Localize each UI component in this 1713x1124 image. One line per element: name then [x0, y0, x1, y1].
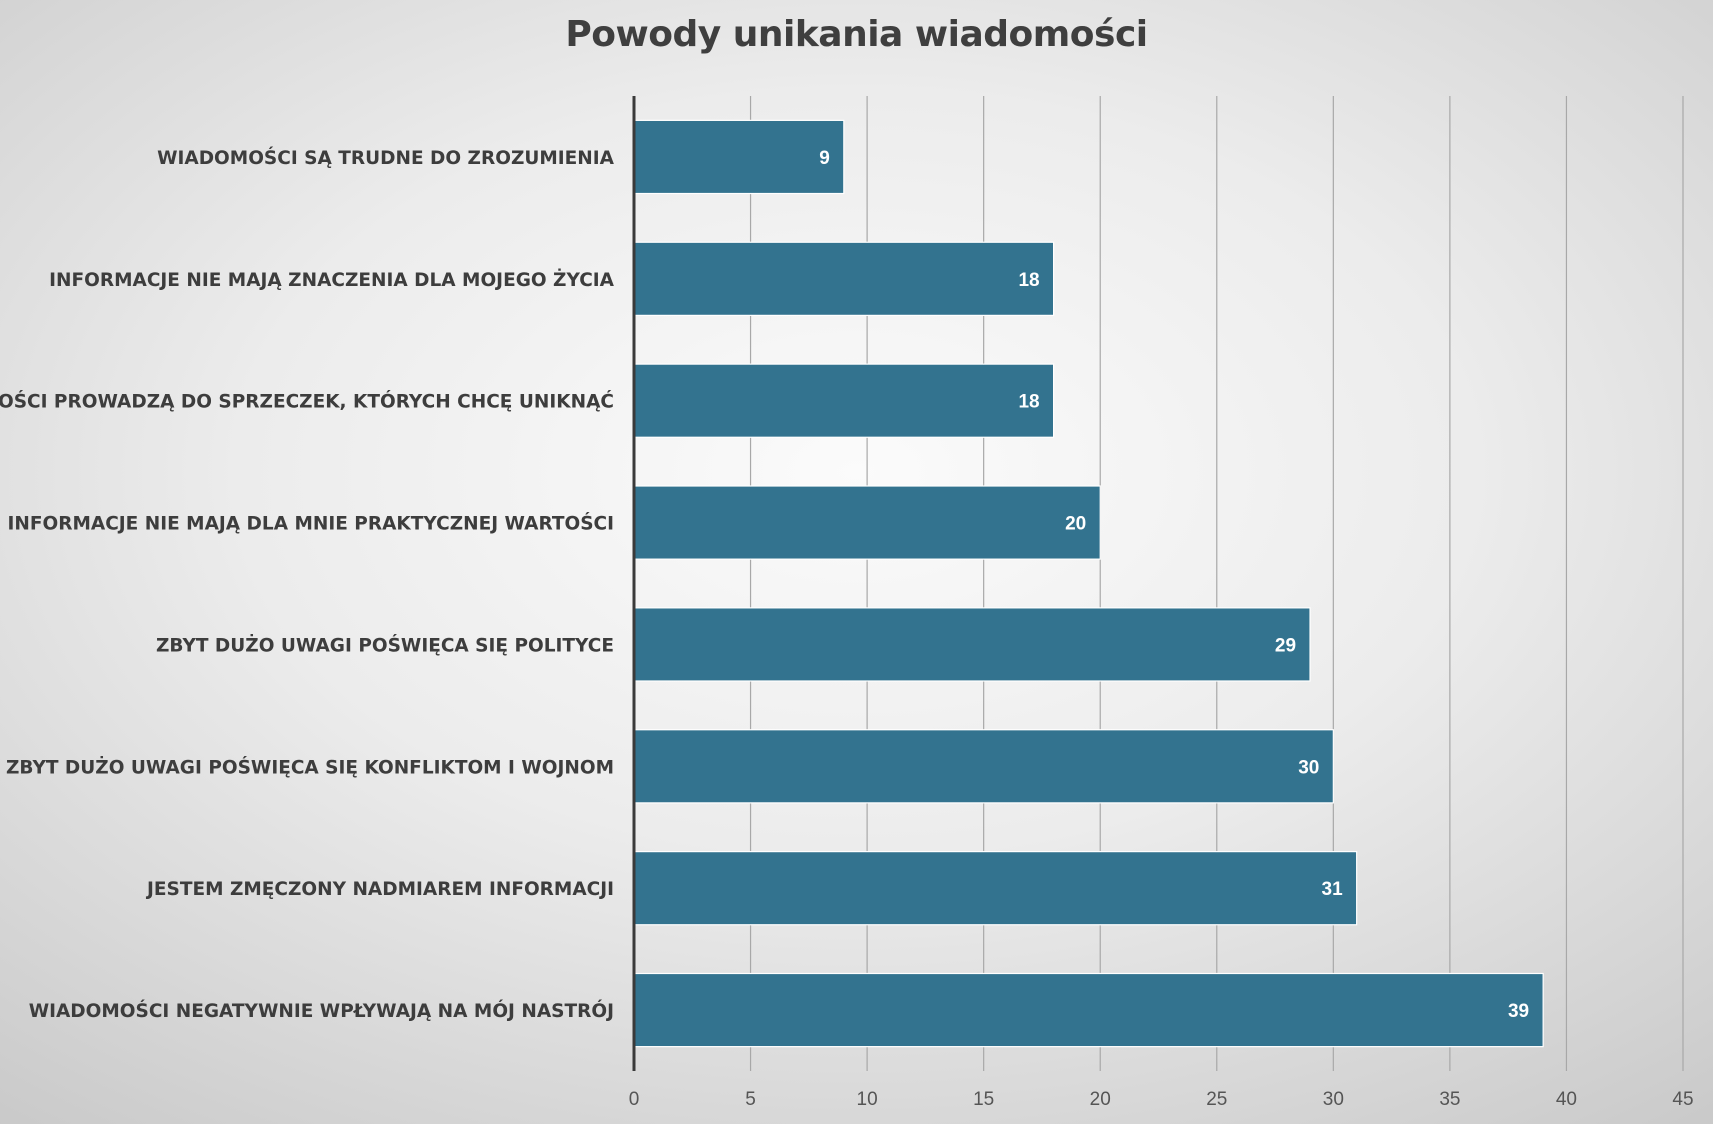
bar-3: [633, 363, 1055, 438]
data-label-2: 18: [1018, 270, 1039, 291]
bar-6: [633, 729, 1334, 804]
bar-8: [633, 972, 1544, 1048]
category-label-2: INFORMACJE NIE MAJĄ ZNACZENIA DLA MOJEGO…: [49, 269, 615, 291]
category-label-4: INFORMACJE NIE MAJĄ DLA MNIE PRAKTYCZNEJ…: [8, 513, 615, 535]
category-label-6: ZBYT DUŻO UWAGI POŚWIĘCA SIĘ KONFLIKTOM …: [6, 756, 614, 778]
x-tick-label-20: 20: [1090, 1089, 1111, 1110]
data-label-4: 20: [1065, 514, 1086, 535]
x-tick-label-30: 30: [1323, 1089, 1344, 1110]
bars: [633, 119, 1544, 1048]
bar-2: [633, 241, 1055, 316]
x-tick-label-25: 25: [1206, 1089, 1227, 1110]
x-tick-label-10: 10: [857, 1089, 878, 1110]
bar-7: [633, 851, 1358, 926]
data-label-3: 18: [1018, 392, 1039, 413]
bar-1: [633, 119, 845, 195]
data-label-5: 29: [1275, 635, 1296, 656]
category-label-5: ZBYT DUŻO UWAGI POŚWIĘCA SIĘ POLITYCE: [156, 634, 614, 656]
x-tick-label-5: 5: [745, 1089, 756, 1110]
category-label-3: WIADOMOŚCI PROWADZĄ DO SPRZECZEK, KTÓRYC…: [0, 391, 614, 413]
category-label-8: WIADOMOŚCI NEGATYWNIE WPŁYWAJĄ NA MÓJ NA…: [29, 1000, 614, 1022]
category-label-7: JESTEM ZMĘCZONY NADMIAREM INFORMACJI: [145, 879, 614, 900]
chart-title: Powody unikania wiadomości: [565, 14, 1148, 55]
data-label-7: 31: [1322, 879, 1344, 900]
x-tick-label-40: 40: [1556, 1089, 1577, 1110]
data-label-6: 30: [1298, 757, 1319, 778]
labels: 0 5 10 15 20 25 30 35 40 45 WIADOMOŚCI SĄ TRUDNE D…: [0, 147, 1694, 1110]
bar-4: [633, 485, 1101, 560]
category-label-1: WIADOMOŚCI SĄ TRUDNE DO ZROZUMIENIA: [157, 147, 615, 169]
x-tick-label-0: 0: [629, 1089, 640, 1110]
data-label-1: 9: [819, 148, 830, 169]
x-tick-label-45: 45: [1672, 1089, 1693, 1110]
bar-5: [633, 607, 1311, 682]
x-tick-label-35: 35: [1439, 1089, 1460, 1110]
data-label-8: 39: [1508, 1001, 1529, 1022]
x-tick-label-15: 15: [973, 1089, 994, 1110]
